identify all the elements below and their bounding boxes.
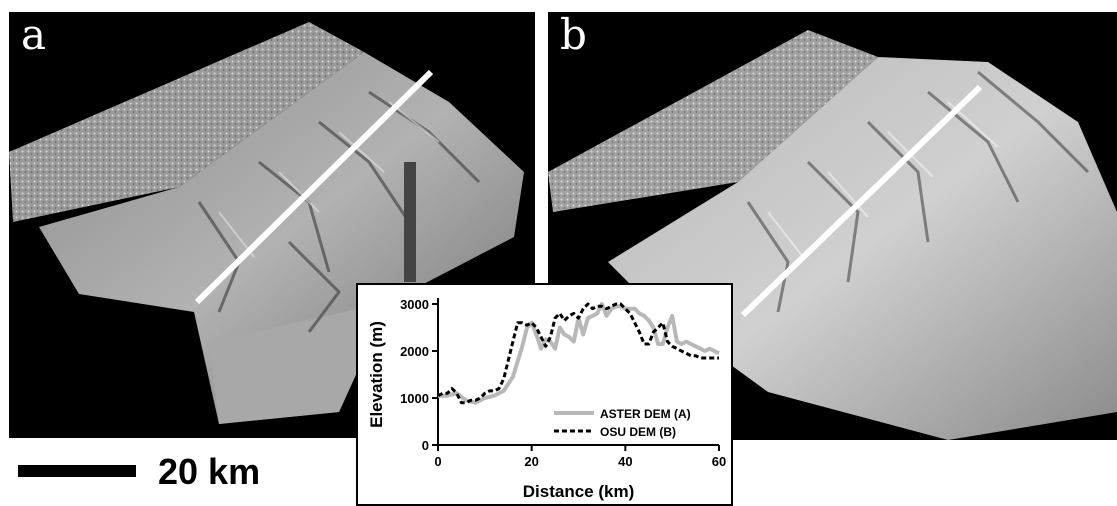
series-line-aster-dem bbox=[438, 302, 720, 405]
x-tick-label: 60 bbox=[712, 454, 726, 469]
x-tick-label: 0 bbox=[434, 454, 441, 469]
mountain-terrain bbox=[39, 52, 524, 424]
y-tick-label: 0 bbox=[422, 438, 429, 453]
ice-sheet-strip bbox=[9, 22, 364, 222]
elevation-profile-chart: 0 1000 2000 3000 0 20 40 60 ASTER DEM (A) OSU DE… bbox=[356, 283, 733, 506]
y-tick-label: 3000 bbox=[400, 297, 429, 312]
profile-line bbox=[194, 69, 434, 305]
legend-label: OSU DEM (B) bbox=[600, 425, 676, 439]
scale-bar bbox=[18, 465, 136, 477]
ice-sheet-strip bbox=[548, 30, 878, 212]
scale-bar-group: 20 km bbox=[18, 452, 318, 502]
profile-line bbox=[740, 84, 983, 318]
x-axis-label: Distance (km) bbox=[523, 482, 634, 501]
legend-label: ASTER DEM (A) bbox=[600, 407, 691, 421]
glacier-lower bbox=[209, 302, 389, 424]
scale-bar-label: 20 km bbox=[158, 451, 261, 492]
x-tick-label: 20 bbox=[524, 454, 538, 469]
series-line-osu-dem bbox=[437, 302, 719, 405]
ridge-shading bbox=[746, 70, 1090, 313]
x-tick-label: 40 bbox=[618, 454, 632, 469]
panel-b-terrain bbox=[548, 30, 1117, 440]
y-axis-label: Elevation (m) bbox=[367, 321, 386, 428]
y-tick-label: 2000 bbox=[400, 344, 429, 359]
mountain-terrain bbox=[608, 57, 1117, 440]
panel-label: b bbox=[560, 12, 587, 59]
panel-label: a bbox=[21, 12, 47, 59]
panel-a-3d-dem-view: a bbox=[9, 12, 535, 438]
y-tick-label: 1000 bbox=[400, 391, 429, 406]
panel-a-terrain bbox=[9, 22, 524, 424]
vertical-artifact-wall bbox=[404, 162, 416, 282]
elevation-profile-svg: 0 1000 2000 3000 0 20 40 60 ASTER DEM (A) OSU DE… bbox=[367, 297, 726, 501]
